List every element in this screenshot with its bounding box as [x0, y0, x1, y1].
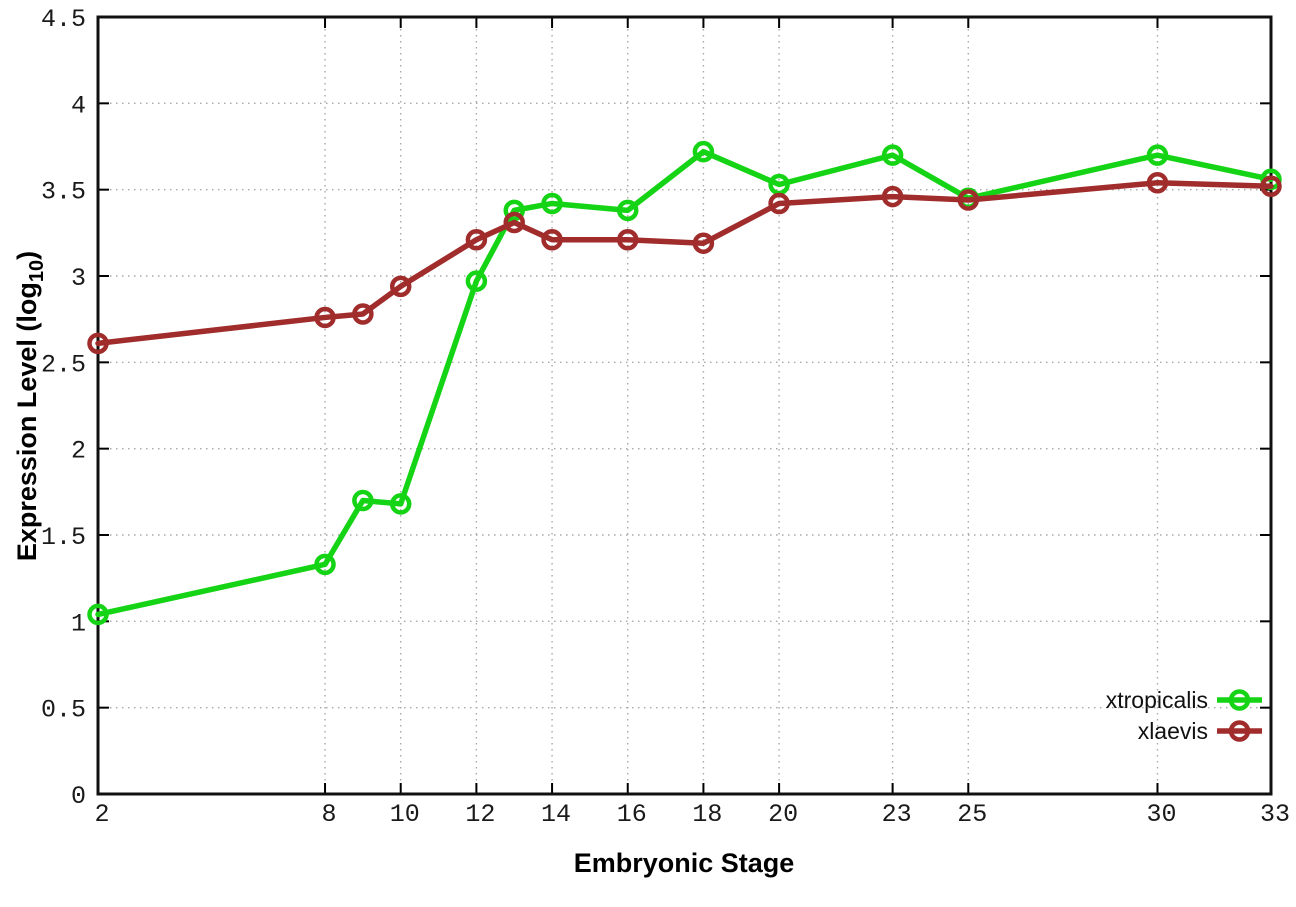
x-tick-label: 10: [390, 800, 420, 829]
data-point-xlaevis: [87, 332, 109, 355]
y-tick-label: 0: [71, 782, 86, 811]
data-point-xtropicalis: [503, 199, 525, 222]
data-point-xlaevis: [503, 211, 525, 234]
data-point-xtropicalis: [87, 603, 109, 626]
y-tick-label: 2: [71, 437, 86, 466]
data-point-xlaevis: [692, 232, 715, 254]
data-point-xtropicalis: [389, 493, 412, 515]
data-point-xlaevis: [881, 185, 904, 208]
data-point-xlaevis: [957, 189, 980, 211]
legend-marker-sample: [1228, 689, 1251, 711]
data-point-xlaevis: [1146, 172, 1169, 194]
y-axis-title-subscript: 10: [26, 260, 48, 282]
plot-border: [96, 15, 1273, 796]
x-tick-label: 23: [882, 800, 912, 829]
legend-item-xlaevis: xlaevis: [1138, 718, 1262, 744]
data-point-xlaevis: [768, 192, 790, 215]
legend-item-xtropicalis: xtropicalis: [1106, 687, 1262, 713]
series-line-xtropicalis: [95, 148, 1274, 618]
x-tick-label: 18: [692, 800, 722, 829]
data-point-xtropicalis: [541, 192, 563, 215]
data-point-xlaevis: [352, 303, 374, 325]
data-point-xlaevis: [1260, 175, 1282, 197]
x-axis-title: Embryonic Stage: [574, 848, 795, 878]
legend-label-xlaevis: xlaevis: [1138, 718, 1208, 744]
data-point-xtropicalis: [616, 199, 639, 222]
data-point-xlaevis: [314, 306, 336, 329]
y-axis-title: Expression Level (log10): [12, 251, 48, 561]
y-tick-label: 3.5: [41, 178, 86, 207]
y-tick-label: 4.5: [41, 5, 86, 34]
grid-lines: [98, 17, 1271, 794]
data-point-xlaevis: [616, 228, 639, 251]
legend-marker-sample: [1228, 720, 1251, 742]
x-tick-label: 30: [1146, 800, 1176, 829]
x-tick-label: 16: [617, 800, 647, 829]
x-tick-label: 33: [1260, 800, 1290, 829]
x-tick-label: 8: [322, 800, 337, 829]
legend-label-xtropicalis: xtropicalis: [1106, 687, 1208, 713]
axis-tick-marks: [97, 16, 1272, 795]
y-tick-label: 0.5: [41, 696, 86, 725]
y-tick-label: 2.5: [41, 350, 86, 379]
y-tick-label: 3: [71, 264, 86, 293]
data-point-xtropicalis: [692, 140, 715, 163]
x-tick-label: 14: [541, 800, 571, 829]
x-tick-label: 20: [768, 800, 798, 829]
data-point-xtropicalis: [881, 144, 904, 166]
axis-tick-labels: 2 8 10 12 14 16 18 20 23 25 30 33 0 0.5 1 1.5 2 2.5 3 3.5 4 4…: [41, 5, 1290, 829]
series-line-xlaevis: [95, 180, 1274, 347]
data-point-xtropicalis: [1146, 144, 1169, 166]
y-axis-title-base: Expression Level (log: [12, 282, 42, 561]
legend: xtropicalis xlaevis: [1106, 687, 1262, 744]
data-point-xlaevis: [465, 228, 488, 251]
data-point-xtropicalis: [352, 489, 374, 512]
x-tick-label: 25: [957, 800, 987, 829]
y-tick-label: 4: [71, 91, 86, 120]
x-tick-label: 12: [465, 800, 495, 829]
data-point-xtropicalis: [314, 553, 336, 576]
data-series: [87, 140, 1282, 626]
y-tick-label: 1: [71, 609, 86, 638]
data-point-xtropicalis: [465, 270, 488, 292]
data-point-xlaevis: [389, 275, 412, 298]
data-point-xlaevis: [541, 228, 563, 251]
y-tick-label: 1.5: [41, 523, 86, 552]
x-tick-label: 2: [94, 800, 109, 829]
y-axis-title-close: ): [12, 251, 42, 260]
